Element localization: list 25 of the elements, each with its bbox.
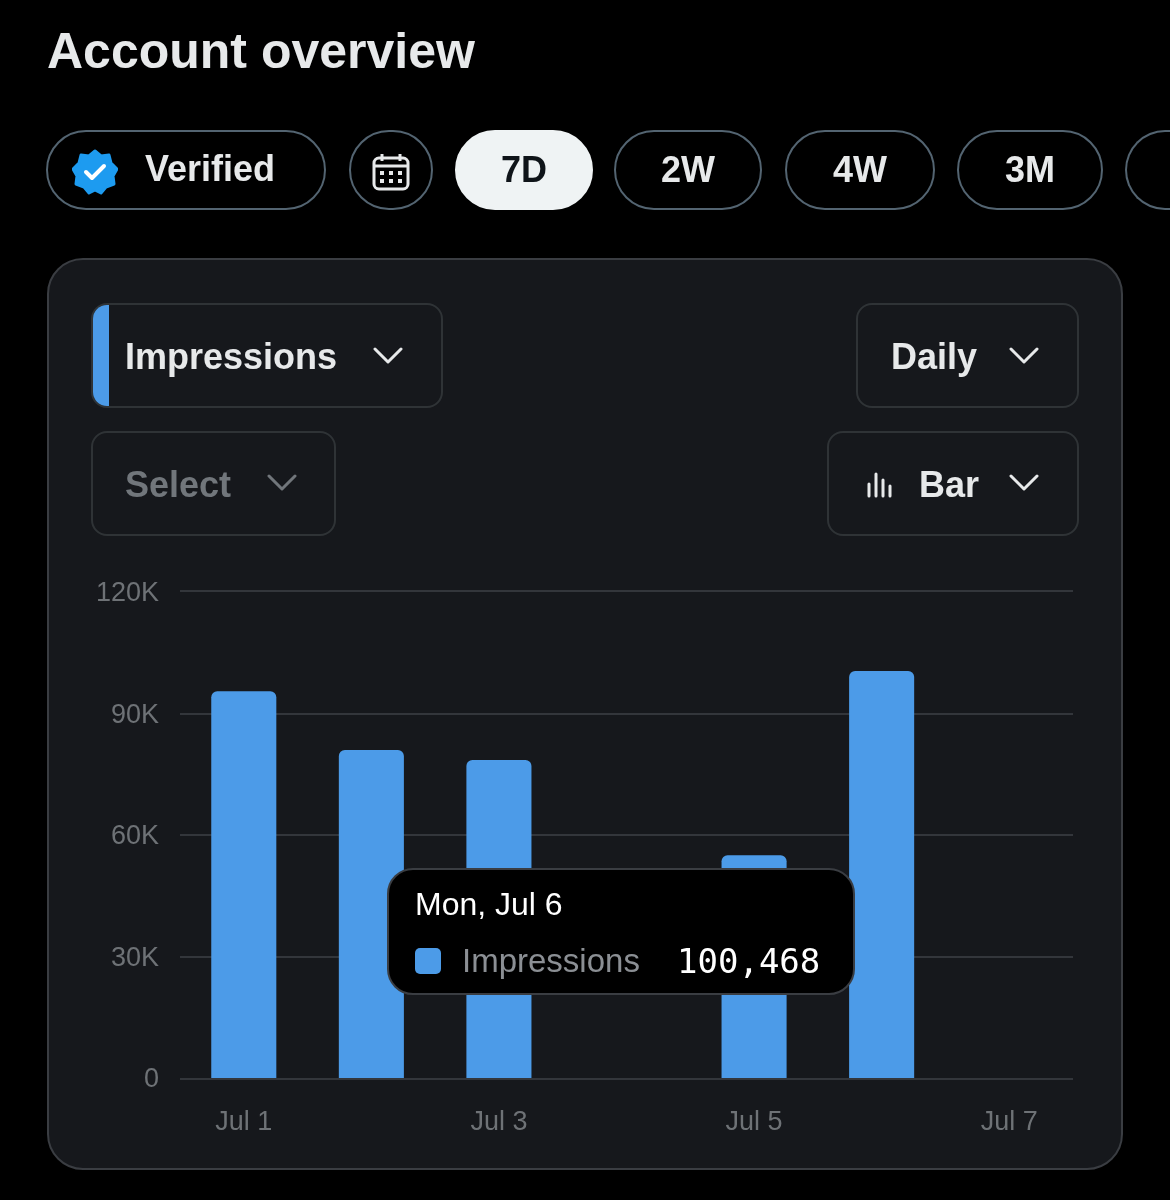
text: Verified	[145, 148, 276, 190]
text: Select	[125, 464, 232, 506]
y-tick-label: 0	[143, 1063, 159, 1094]
x-tick-label: Jul 1	[215, 1106, 273, 1137]
y-tick-label: 60K	[110, 820, 159, 851]
bar	[211, 691, 277, 1078]
bar	[849, 671, 915, 1078]
legend-label: Impressions	[462, 942, 640, 980]
text: 7D	[455, 130, 593, 210]
x-tick-label: Jul 7	[980, 1106, 1038, 1137]
text: Impressions	[125, 336, 338, 377]
text: 2W	[614, 130, 762, 210]
chart-title: Account overview	[47, 22, 475, 80]
x-tick-label: Jul 5	[725, 1106, 783, 1137]
annotation: Mon, Jul 6	[415, 886, 563, 923]
x-tick-label: Jul 3	[470, 1106, 528, 1137]
text: Daily	[891, 336, 978, 378]
y-tick-label: 120K	[95, 577, 159, 608]
y-tick-label: 90K	[110, 698, 159, 729]
text: Bar	[919, 464, 980, 506]
text: 3M	[957, 130, 1103, 210]
text: 4W	[785, 130, 935, 210]
bar	[338, 749, 404, 1078]
y-tick-label: 30K	[110, 941, 159, 972]
annotation: 100,468	[677, 941, 821, 981]
